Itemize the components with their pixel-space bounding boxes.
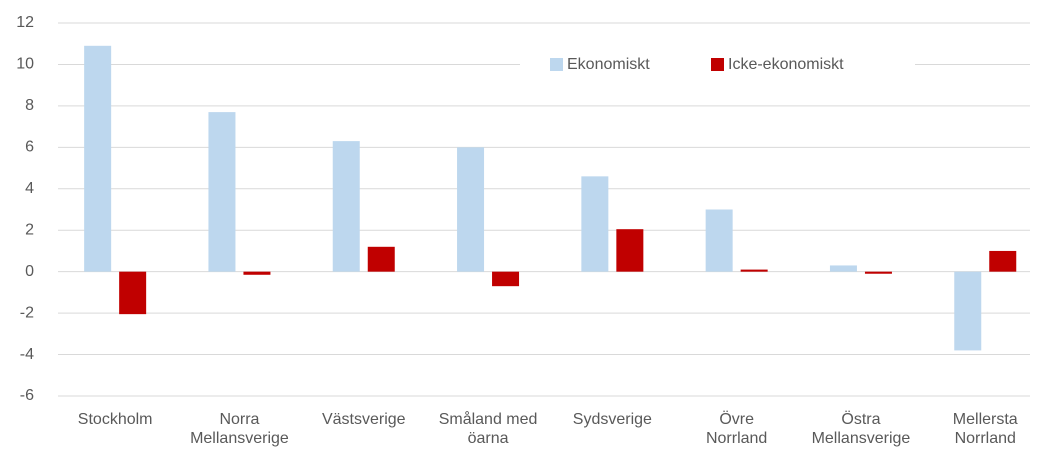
x-tick-label: Västsverige (322, 411, 406, 428)
x-tick-label: Småland med öarna (439, 410, 538, 447)
y-tick-label: 12 (16, 14, 34, 31)
bar (84, 45, 112, 272)
y-tick-label: 0 (25, 263, 34, 280)
y-tick-label: 6 (25, 139, 34, 156)
bar (864, 271, 892, 274)
x-tick-label: Mellersta Norrland (953, 411, 1018, 447)
bar (332, 141, 360, 272)
bar (367, 246, 395, 272)
y-tick-label: -4 (20, 346, 34, 363)
bar (829, 265, 857, 272)
y-tick-label: 2 (25, 221, 34, 238)
bar (492, 271, 520, 287)
x-tick-label: Stockholm (78, 411, 153, 428)
y-tick-label: -6 (20, 387, 34, 404)
bar (954, 271, 982, 351)
y-tick-label: -2 (20, 304, 34, 321)
bar (616, 229, 644, 272)
x-tick-label: Norra Mellansverige (190, 411, 289, 447)
bar (581, 176, 609, 272)
bar (457, 147, 485, 272)
x-tick-label: Övre Norrland (706, 410, 767, 447)
bar (208, 112, 236, 272)
legend-label: Icke-ekonomiskt (728, 56, 844, 73)
bar (705, 209, 733, 272)
bar (740, 269, 768, 272)
x-tick-label: Östra Mellansverige (812, 410, 911, 447)
legend-label: Ekonomiskt (567, 56, 650, 73)
bar (119, 271, 147, 315)
y-tick-label: 8 (25, 97, 34, 114)
bar (243, 271, 271, 275)
bar (989, 250, 1017, 272)
x-tick-label: Sydsverige (573, 411, 652, 428)
y-tick-label: 10 (16, 56, 34, 73)
legend-swatch (711, 58, 724, 71)
legend-swatch (550, 58, 563, 71)
y-tick-label: 4 (25, 180, 34, 197)
